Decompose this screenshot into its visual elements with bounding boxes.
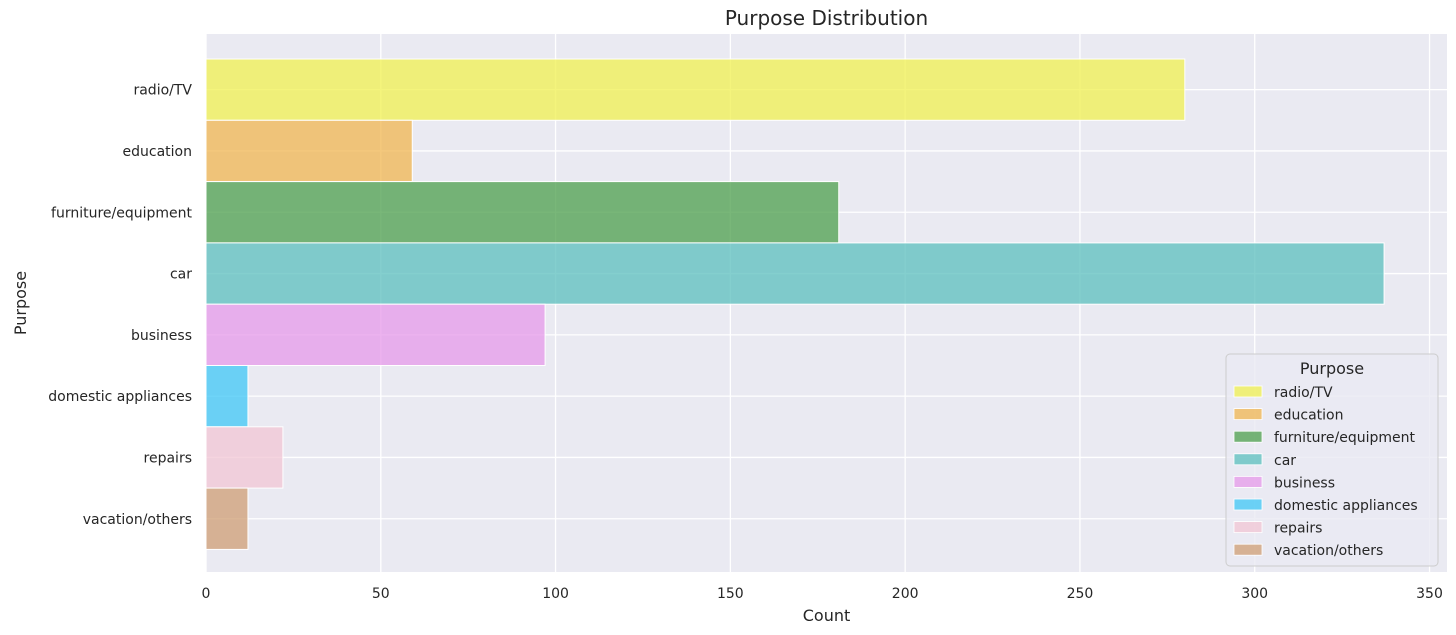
x-tick-label: 300 <box>1241 586 1268 602</box>
bar-radio-tv <box>205 58 1186 121</box>
x-tick-label: 150 <box>717 586 744 602</box>
legend-label: repairs <box>1274 521 1322 537</box>
x-tick-label: 50 <box>372 586 390 602</box>
legend-label: radio/TV <box>1274 385 1333 401</box>
legend-swatch <box>1233 475 1263 488</box>
legend-title: Purpose <box>1300 359 1364 378</box>
chart-title: Purpose Distribution <box>725 6 928 30</box>
y-tick-label: education <box>123 144 192 160</box>
y-tick-label: radio/TV <box>133 83 192 99</box>
y-tick-label: repairs <box>144 450 192 466</box>
legend-swatch <box>1233 430 1263 443</box>
bar-car <box>205 242 1385 305</box>
y-tick-label: furniture/equipment <box>51 205 192 221</box>
x-tick-label: 200 <box>892 586 919 602</box>
legend-label: car <box>1274 453 1296 469</box>
legend-swatch <box>1233 453 1263 466</box>
x-tick-labels: 0 50 100 150 200 250 300 350 <box>202 586 1443 602</box>
y-axis-label: Purpose <box>11 271 30 335</box>
legend-swatch <box>1233 498 1263 511</box>
bar-education <box>205 119 413 183</box>
x-tick-label: 0 <box>202 586 211 602</box>
bars <box>205 58 1385 550</box>
x-tick-label: 350 <box>1416 586 1443 602</box>
bar-business <box>205 303 546 367</box>
y-tick-label: business <box>131 328 192 344</box>
y-tick-label: vacation/others <box>83 512 192 528</box>
y-tick-label: car <box>170 267 192 283</box>
legend: Purpose radio/TV education furniture/equip… <box>1225 353 1439 567</box>
legend-items: radio/TV education furniture/equipment car b… <box>1233 385 1418 559</box>
legend-label: education <box>1274 408 1343 424</box>
legend-swatch <box>1233 543 1263 556</box>
legend-swatch <box>1233 521 1263 533</box>
legend-box <box>1225 353 1439 567</box>
x-axis-label: Count <box>803 606 851 625</box>
legend-label: domestic appliances <box>1274 498 1418 514</box>
x-tick-label: 100 <box>542 586 569 602</box>
legend-swatch <box>1233 408 1263 421</box>
legend-swatch <box>1233 385 1263 398</box>
bar-repairs <box>205 426 284 489</box>
legend-label: furniture/equipment <box>1274 430 1415 446</box>
bar-furniture-equipment <box>205 181 840 244</box>
bar-domestic-appliances <box>205 365 249 428</box>
y-tick-labels: radio/TV education furniture/equipment car b… <box>48 83 192 528</box>
legend-label: vacation/others <box>1274 543 1383 559</box>
y-tick-label: domestic appliances <box>48 389 192 405</box>
x-tick-label: 250 <box>1067 586 1094 602</box>
legend-label: business <box>1274 475 1335 491</box>
bar-vacation-others <box>205 487 249 550</box>
